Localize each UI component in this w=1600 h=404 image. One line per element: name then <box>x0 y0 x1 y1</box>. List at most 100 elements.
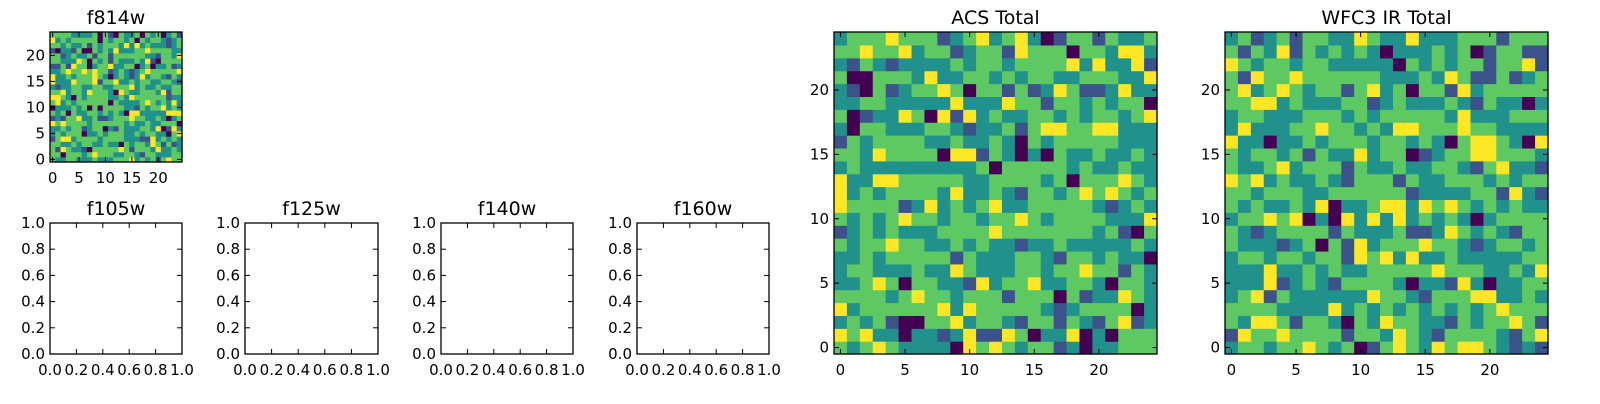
heatmap-cell <box>1444 276 1459 291</box>
heatmap-cell <box>60 52 67 59</box>
heatmap-cell <box>1341 341 1355 355</box>
heatmap-cell <box>1509 57 1523 72</box>
heatmap-cell <box>86 110 93 116</box>
heatmap-cell <box>97 32 104 38</box>
heatmap-cell <box>1040 135 1055 149</box>
heatmap-cell <box>71 58 77 64</box>
heatmap-cell <box>1027 32 1042 46</box>
heatmap-cell <box>1053 147 1068 162</box>
heatmap-cell <box>963 263 977 278</box>
heatmap-cell <box>1483 122 1497 136</box>
heatmap-cell <box>1328 44 1342 59</box>
heatmap-cell <box>911 109 926 123</box>
heatmap-cell <box>97 52 104 59</box>
heatmap-cell <box>108 58 114 64</box>
heatmap-cell <box>102 68 109 75</box>
heatmap-cell <box>976 276 990 291</box>
heatmap-cell <box>976 147 990 162</box>
heatmap-cell <box>139 120 146 127</box>
heatmap-cell <box>1302 263 1317 278</box>
heatmap-cell <box>166 47 173 54</box>
heatmap-cell <box>1380 135 1394 149</box>
heatmap-cell <box>1014 135 1029 149</box>
y-tick-label: 0.0 <box>412 345 436 363</box>
heatmap-cell <box>1144 341 1158 355</box>
heatmap-cell <box>1040 122 1055 136</box>
heatmap-cell <box>1118 109 1132 123</box>
heatmap-cell <box>81 141 88 147</box>
heatmap-cell <box>166 110 173 116</box>
heatmap-cell <box>989 263 1003 278</box>
heatmap-cell <box>834 147 848 162</box>
heatmap-cell <box>859 160 874 175</box>
heatmap-cell <box>160 42 167 49</box>
heatmap-cell <box>1263 250 1278 265</box>
heatmap-cell <box>86 94 93 101</box>
heatmap-cell <box>71 156 77 163</box>
heatmap-cell <box>846 238 861 252</box>
heatmap-cell <box>1289 276 1304 291</box>
heatmap-cell <box>1341 173 1355 188</box>
heatmap-cell <box>1131 315 1145 329</box>
heatmap-cell <box>1315 289 1329 304</box>
heatmap-cell <box>166 141 173 147</box>
heatmap-cell <box>1105 328 1119 342</box>
heatmap-cell <box>171 115 178 121</box>
heatmap-cell <box>113 115 120 121</box>
heatmap-cell <box>1535 44 1549 59</box>
heatmap-cell <box>76 68 83 75</box>
heatmap-cell <box>155 42 162 49</box>
heatmap-cell <box>976 57 990 72</box>
heatmap-cell <box>108 141 114 147</box>
heatmap-cell <box>160 146 167 153</box>
heatmap-cell <box>1066 250 1081 265</box>
heatmap-cell <box>1328 199 1342 213</box>
heatmap-cell <box>60 37 67 43</box>
axes-frame <box>244 222 379 355</box>
heatmap-cell <box>1392 186 1407 201</box>
heatmap-cell <box>145 32 151 38</box>
heatmap-cell <box>1079 83 1093 97</box>
heatmap-cell <box>155 146 162 153</box>
heatmap-cell <box>1040 109 1055 123</box>
heatmap-cell <box>1341 302 1355 316</box>
heatmap-cell <box>859 122 874 136</box>
heatmap-cell <box>950 212 964 226</box>
heatmap-cell <box>1276 147 1291 162</box>
heatmap-cell <box>1289 147 1304 162</box>
heatmap-cell <box>102 120 109 127</box>
heatmap-cell <box>898 289 913 304</box>
heatmap-cell <box>1001 32 1016 46</box>
heatmap-cell <box>129 130 136 137</box>
heatmap-cell <box>1118 160 1132 175</box>
heatmap-cell <box>92 94 99 101</box>
heatmap-cell <box>1354 44 1368 59</box>
heatmap-cell <box>1027 302 1042 316</box>
heatmap-cell <box>911 57 926 72</box>
heatmap-cell <box>859 173 874 188</box>
heatmap-cell <box>1040 302 1055 316</box>
heatmap-cell <box>166 115 173 121</box>
heatmap-cell <box>1328 315 1342 329</box>
heatmap-cell <box>150 42 157 49</box>
heatmap-cell <box>834 96 848 110</box>
heatmap-cell <box>1457 328 1472 342</box>
heatmap-cell <box>1341 32 1355 46</box>
heatmap-cell <box>1263 225 1278 239</box>
heatmap-cell <box>86 32 93 38</box>
heatmap-cell <box>1418 160 1433 175</box>
heatmap-cell <box>1079 135 1093 149</box>
heatmap-cell <box>1522 225 1536 239</box>
x-tick-label: 20 <box>149 169 168 187</box>
heatmap-cell <box>1131 160 1145 175</box>
heatmap-cell <box>76 89 83 95</box>
heatmap-cell <box>71 89 77 95</box>
heatmap-cell <box>1509 341 1523 355</box>
heatmap-cell <box>846 135 861 149</box>
heatmap-cell <box>139 68 146 75</box>
heatmap-cell <box>1014 289 1029 304</box>
heatmap-cell <box>1027 212 1042 226</box>
x-tick-label: 0.4 <box>91 361 115 379</box>
heatmap-cell <box>145 94 151 101</box>
